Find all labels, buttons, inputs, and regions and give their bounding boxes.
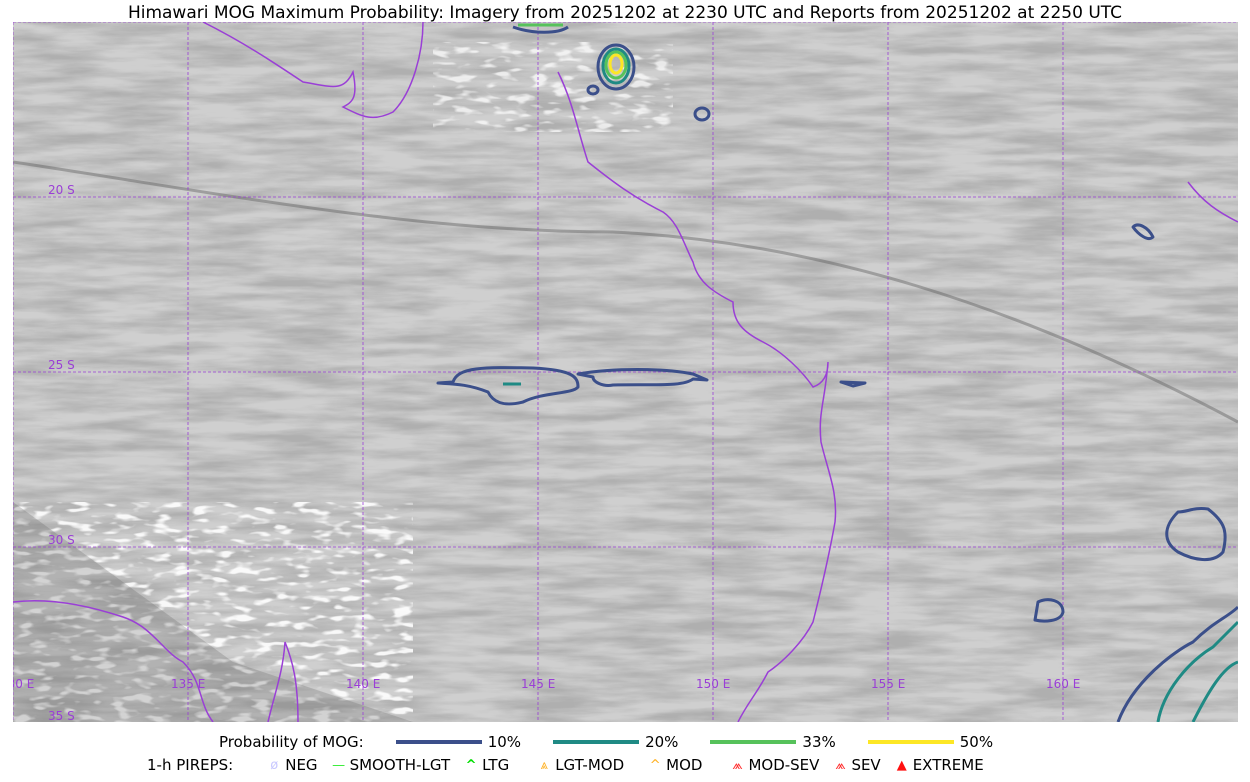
smooth-lgt-icon: — — [332, 757, 346, 773]
ltg-icon: ^ — [465, 757, 477, 773]
sev-icon: ⩕ — [835, 757, 846, 773]
pirep-label: SEV — [851, 756, 881, 774]
contour-10pct — [1033, 598, 1065, 623]
mod-icon: ^ — [649, 757, 661, 773]
contour-10pct — [1116, 605, 1238, 722]
level-label: 20% — [645, 733, 679, 751]
probability-legend: Probability of MOG: 10% 20% 33% 50% — [219, 733, 1250, 751]
pirep-label: MOD — [666, 756, 703, 774]
lat-label: 25 S — [48, 358, 75, 372]
pirep-label: MOD-SEV — [748, 756, 820, 774]
contour-10pct — [436, 366, 580, 406]
swatch-20pct — [553, 740, 640, 744]
contour-10pct — [839, 380, 867, 388]
lat-label: 20 S — [48, 183, 75, 197]
lat-label: 30 S — [48, 533, 75, 547]
pirep-label: NEG — [285, 756, 318, 774]
mod-sev-icon: ⩕ — [732, 757, 743, 773]
contour-20pct — [601, 47, 631, 85]
lon-label: 135 E — [171, 677, 205, 691]
swatch-50pct — [867, 740, 954, 744]
lon-label: 140 E — [346, 677, 380, 691]
mog-contours — [436, 23, 1238, 722]
contour-33pct — [604, 50, 628, 80]
grid-labels: 130 E 135 E 140 E 145 E 150 E 155 E 160 … — [13, 183, 1080, 722]
contour-20pct — [1156, 620, 1238, 722]
contour-10pct — [512, 25, 569, 34]
swatch-10pct — [395, 740, 482, 744]
contour-10pct — [576, 368, 709, 387]
contour-10pct — [596, 43, 636, 91]
swatch-33pct — [710, 740, 797, 744]
contour-10pct — [693, 106, 711, 122]
lat-label: 35 S — [48, 709, 75, 722]
lon-label: 150 E — [696, 677, 730, 691]
level-label: 10% — [487, 733, 522, 751]
satellite-map: 130 E 135 E 140 E 145 E 150 E 155 E 160 … — [13, 22, 1238, 722]
level-label: 33% — [802, 733, 836, 751]
contour-10pct — [1165, 507, 1227, 561]
pirep-label: LTG — [482, 756, 510, 774]
contour-50pct — [608, 53, 624, 75]
prob-legend-label: Probability of MOG: — [219, 733, 364, 751]
lat-lon-grid — [13, 22, 1238, 722]
lon-label: 160 E — [1046, 677, 1080, 691]
level-label: 50% — [959, 733, 994, 751]
pirep-legend-label: 1-h PIREPS: — [147, 756, 234, 774]
pirep-label: SMOOTH-LGT — [349, 756, 451, 774]
extreme-icon: ▲ — [896, 757, 907, 773]
contour-10pct — [586, 84, 600, 96]
lgt-mod-icon: ⩓ — [540, 757, 548, 773]
coastline — [13, 22, 1238, 722]
lon-label: 155 E — [871, 677, 905, 691]
neg-icon: ø — [270, 757, 279, 773]
contour-10pct — [1131, 223, 1155, 241]
pirep-label: EXTREME — [912, 756, 984, 774]
contour-20pct — [1191, 660, 1238, 722]
map-title: Himawari MOG Maximum Probability: Imager… — [127, 3, 1123, 23]
lon-label: 145 E — [521, 677, 555, 691]
lon-label: 130 E — [13, 677, 34, 691]
pirep-legend: 1-h PIREPS: ø NEG — SMOOTH-LGT ^ LTG ⩓ LGT-M… — [147, 756, 1250, 774]
pirep-label: LGT-MOD — [555, 756, 625, 774]
